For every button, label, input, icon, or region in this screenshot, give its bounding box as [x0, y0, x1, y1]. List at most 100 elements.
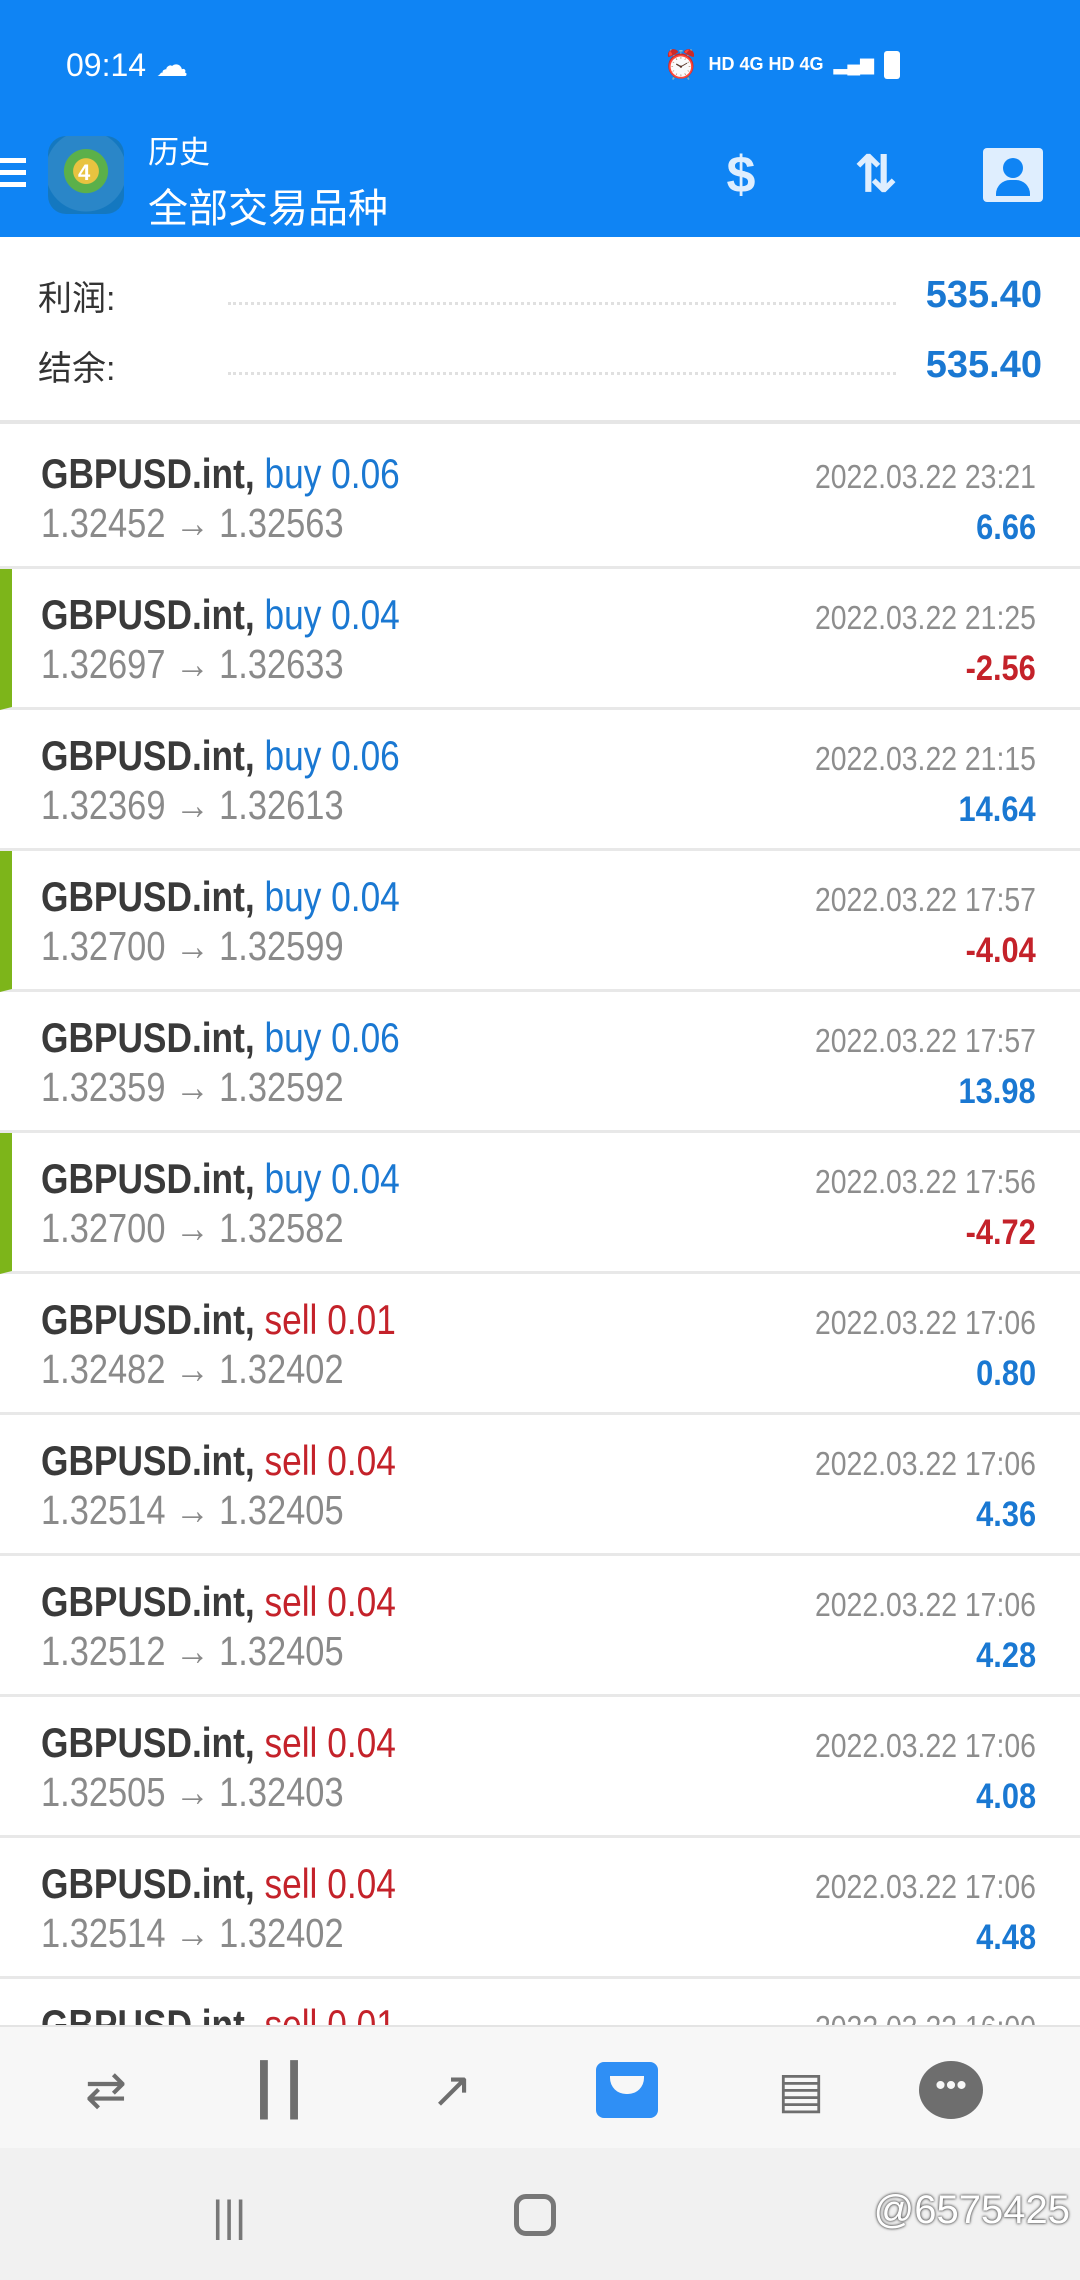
trade-time: 2022.03.22 21:15	[815, 740, 1036, 777]
close-price: 1.32405	[219, 1487, 344, 1533]
trade-symbol: GBPUSD.int,	[41, 1719, 255, 1766]
trade-prices: 1.32359 → 1.32592	[41, 1064, 344, 1111]
trade-row[interactable]: GBPUSD.int, buy 0.06 1.32452 → 1.32563 202…	[0, 428, 1080, 569]
currency-exchange-icon[interactable]: $	[726, 146, 756, 204]
arrow-icon: →	[175, 1769, 210, 1815]
trade-row[interactable]: GBPUSD.int, sell 0.04 1.32514 → 1.32402 20…	[0, 1838, 1080, 1979]
trade-title: GBPUSD.int, buy 0.06	[41, 732, 400, 780]
trade-row[interactable]: GBPUSD.int, buy 0.04 1.32700 → 1.32582 202…	[0, 1133, 1080, 1274]
page-subtitle: 历史	[148, 135, 210, 170]
trade-volume: 0.04	[327, 1578, 396, 1625]
profit-value: 535.40	[925, 273, 1042, 316]
trade-row[interactable]: GBPUSD.int, buy 0.04 1.32697 → 1.32633 202…	[0, 569, 1080, 710]
news-icon[interactable]: ▤	[777, 2062, 825, 2118]
status-indicators: ⏰ HD 4G HD 4G ▂▄▆	[664, 48, 900, 81]
trade-symbol: GBPUSD.int,	[41, 1155, 255, 1202]
trade-profit: 4.28	[976, 1636, 1036, 1675]
trade-title: GBPUSD.int, buy 0.04	[41, 873, 400, 921]
trade-type: buy	[264, 873, 322, 920]
dotted-leader	[228, 355, 896, 375]
trade-title: GBPUSD.int, sell 0.04	[41, 1719, 396, 1767]
open-price: 1.32359	[41, 1064, 166, 1110]
trade-symbol: GBPUSD.int,	[41, 1296, 255, 1343]
trade-volume: 0.06	[331, 450, 400, 497]
trade-title: GBPUSD.int, buy 0.06	[41, 1014, 400, 1062]
close-price: 1.32563	[219, 500, 344, 546]
app-header: 09:14 ☁ ⏰ HD 4G HD 4G ▂▄▆ 4 历史 全部交易品种 $ …	[0, 0, 1080, 237]
open-price: 1.32505	[41, 1769, 166, 1815]
uc-browser-icon: ☁	[156, 47, 189, 83]
close-price: 1.32592	[219, 1064, 344, 1110]
menu-icon[interactable]	[0, 158, 26, 194]
trade-volume: 0.04	[331, 873, 400, 920]
trade-row[interactable]: GBPUSD.int, buy 0.04 1.32700 → 1.32599 202…	[0, 851, 1080, 992]
trade-prices: 1.32697 → 1.32633	[41, 641, 344, 688]
sort-icon[interactable]: ⇅	[854, 146, 898, 204]
open-price: 1.32700	[41, 923, 166, 969]
trade-symbol: GBPUSD.int,	[41, 1860, 255, 1907]
trade-prices: 1.32369 → 1.32613	[41, 782, 344, 829]
trade-row[interactable]: GBPUSD.int, sell 0.04 1.32505 → 1.32403 20…	[0, 1697, 1080, 1838]
history-icon[interactable]	[592, 2055, 662, 2125]
trade-row[interactable]: GBPUSD.int, buy 0.06 1.32359 → 1.32592 202…	[0, 992, 1080, 1133]
trade-icon[interactable]: ↗	[431, 2062, 473, 2118]
trade-prices: 1.32512 → 1.32405	[41, 1628, 344, 1675]
page-title[interactable]: 全部交易品种	[148, 187, 388, 231]
alarm-icon: ⏰	[663, 49, 699, 80]
trade-history-list[interactable]: GBPUSD.int, buy 0.06 1.32452 → 1.32563 202…	[0, 428, 1080, 2025]
trade-profit: 14.64	[958, 790, 1036, 829]
trade-volume: 0.04	[327, 1437, 396, 1484]
arrow-icon: →	[175, 923, 210, 969]
system-navigation-bar: ||| @6575425	[0, 2148, 1080, 2280]
trade-title: GBPUSD.int, buy 0.06	[41, 450, 400, 498]
battery-icon	[884, 50, 900, 79]
account-icon[interactable]	[978, 140, 1048, 210]
trade-profit: 4.36	[976, 1495, 1036, 1534]
chart-icon[interactable]: ┃┃	[248, 2062, 310, 2118]
trade-row[interactable]: GBPUSD.int, sell 0.01 2022.03.22 16:00	[0, 1979, 1080, 2025]
trade-profit: 4.48	[976, 1918, 1036, 1957]
trade-time: 2022.03.22 21:25	[815, 599, 1036, 636]
trade-profit: 0.80	[976, 1354, 1036, 1393]
open-price: 1.32452	[41, 500, 166, 546]
trade-volume: 0.04	[327, 1719, 396, 1766]
trade-prices: 1.32505 → 1.32403	[41, 1769, 344, 1816]
trade-type: buy	[264, 450, 322, 497]
trade-type: sell	[264, 2001, 318, 2025]
trade-type: sell	[264, 1437, 318, 1484]
trade-time: 2022.03.22 17:06	[815, 1868, 1036, 1905]
arrow-icon: →	[175, 1628, 210, 1674]
trade-symbol: GBPUSD.int,	[41, 2001, 255, 2025]
open-price: 1.32369	[41, 782, 166, 828]
arrow-icon: →	[175, 1205, 210, 1251]
home-button[interactable]	[514, 2194, 556, 2236]
status-bar: 09:14 ☁	[66, 46, 188, 84]
arrow-icon: →	[175, 1487, 210, 1533]
trade-profit: -4.72	[965, 1213, 1036, 1252]
trade-symbol: GBPUSD.int,	[41, 873, 255, 920]
watermark: @6575425	[873, 2188, 1070, 2232]
trade-time: 2022.03.22 17:06	[815, 1304, 1036, 1341]
profit-label: 利润:	[38, 279, 116, 318]
trade-time: 2022.03.22 17:06	[815, 1445, 1036, 1482]
trade-volume: 0.04	[331, 591, 400, 638]
trade-time: 2022.03.22 17:57	[815, 881, 1036, 918]
quotes-icon[interactable]: ⇄	[85, 2062, 127, 2118]
trade-volume: 0.04	[327, 1860, 396, 1907]
trade-type: buy	[264, 1155, 322, 1202]
balance-value: 535.40	[925, 343, 1042, 386]
network-indicators: HD 4G HD 4G	[708, 54, 824, 74]
trade-row[interactable]: GBPUSD.int, sell 0.04 1.32514 → 1.32405 20…	[0, 1415, 1080, 1556]
trade-title: GBPUSD.int, sell 0.04	[41, 1578, 396, 1626]
recent-apps-button[interactable]: |||	[212, 2192, 247, 2241]
trade-row[interactable]: GBPUSD.int, buy 0.06 1.32369 → 1.32613 202…	[0, 710, 1080, 851]
arrow-icon: →	[175, 782, 210, 828]
arrow-icon: →	[175, 1910, 210, 1956]
trade-symbol: GBPUSD.int,	[41, 1578, 255, 1625]
trade-prices: 1.32482 → 1.32402	[41, 1346, 344, 1393]
trade-row[interactable]: GBPUSD.int, sell 0.04 1.32512 → 1.32405 20…	[0, 1556, 1080, 1697]
open-price: 1.32514	[41, 1910, 166, 1956]
arrow-icon: →	[175, 1346, 210, 1392]
trade-row[interactable]: GBPUSD.int, sell 0.01 1.32482 → 1.32402 20…	[0, 1274, 1080, 1415]
chat-icon[interactable]: •••	[916, 2055, 986, 2125]
